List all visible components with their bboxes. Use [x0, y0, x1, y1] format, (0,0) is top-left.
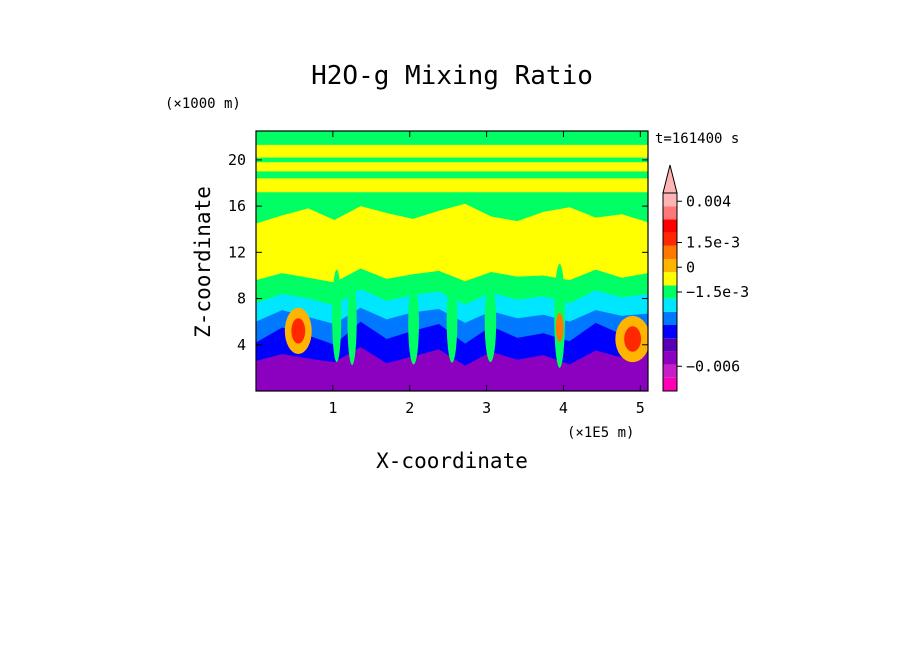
y-tick-label: 20 — [228, 151, 246, 169]
field-stratosphere-band-0 — [256, 178, 648, 193]
y-axis-title: Z-coordinate — [191, 186, 215, 338]
colorbar-swatch — [663, 298, 677, 312]
colorbar-label: −1.5e-3 — [686, 283, 749, 301]
chart-title: H2O-g Mixing Ratio — [311, 61, 593, 91]
colorbar-labels: 0.004 1.5e-3 0 −1.5e-3 −0.006 — [677, 192, 749, 375]
colorbar-swatch — [663, 232, 677, 246]
x-tick-label: 1 — [328, 399, 337, 417]
colorbar-swatch — [663, 206, 677, 220]
field-plume-4 — [408, 283, 419, 365]
colorbar-swatch — [663, 351, 677, 365]
field-plume-3 — [347, 278, 357, 365]
x-tick-label: 4 — [559, 399, 568, 417]
x-axis-ticks: 1 2 3 4 5 — [328, 131, 645, 417]
field-stratosphere-band-1 — [256, 162, 648, 172]
colorbar-label: 1.5e-3 — [686, 234, 740, 252]
y-axis-ticks: 4 8 12 16 20 — [228, 151, 648, 354]
colorbar-swatch — [663, 285, 677, 299]
colorbar-swatch — [663, 364, 677, 378]
colorbar-arrow — [662, 164, 678, 194]
field-stratosphere-band-2 — [256, 144, 648, 158]
y-tick-label: 16 — [228, 197, 246, 215]
colorbar-label: −0.006 — [686, 357, 740, 375]
colorbar-label: 0.004 — [686, 192, 731, 210]
x-tick-label: 5 — [636, 399, 645, 417]
field-plume-5 — [446, 276, 458, 363]
colorbar-swatch — [663, 219, 677, 233]
colorbar-swatch — [663, 193, 677, 207]
colorbar — [662, 164, 678, 392]
colorbar-swatch — [663, 245, 677, 259]
colorbar-swatch — [663, 377, 677, 391]
colorbar-swatch — [663, 259, 677, 273]
colorbar-swatch — [663, 325, 677, 339]
colorbar-swatch — [663, 272, 677, 286]
x-tick-label: 3 — [482, 399, 491, 417]
y-unit-label: (×1000 m) — [165, 96, 241, 112]
colorbar-swatch — [663, 311, 677, 325]
colorbar-label: 0 — [686, 258, 695, 276]
y-tick-label: 8 — [237, 290, 246, 308]
field-plume-8 — [555, 313, 564, 342]
field-plume-1 — [291, 318, 306, 344]
time-label: t=161400 s — [655, 131, 739, 147]
x-axis-title: X-coordinate — [376, 449, 528, 473]
heatmap-field — [256, 131, 648, 391]
field-plume-6 — [484, 281, 497, 363]
field-plume-2 — [332, 269, 342, 363]
colorbar-swatch — [663, 338, 677, 352]
y-tick-label: 12 — [228, 243, 246, 261]
x-unit-label: (×1E5 m) — [567, 425, 634, 441]
plot-frame — [255, 130, 649, 392]
field-plume-10 — [624, 326, 642, 352]
y-tick-label: 4 — [237, 336, 246, 354]
x-tick-label: 2 — [405, 399, 414, 417]
